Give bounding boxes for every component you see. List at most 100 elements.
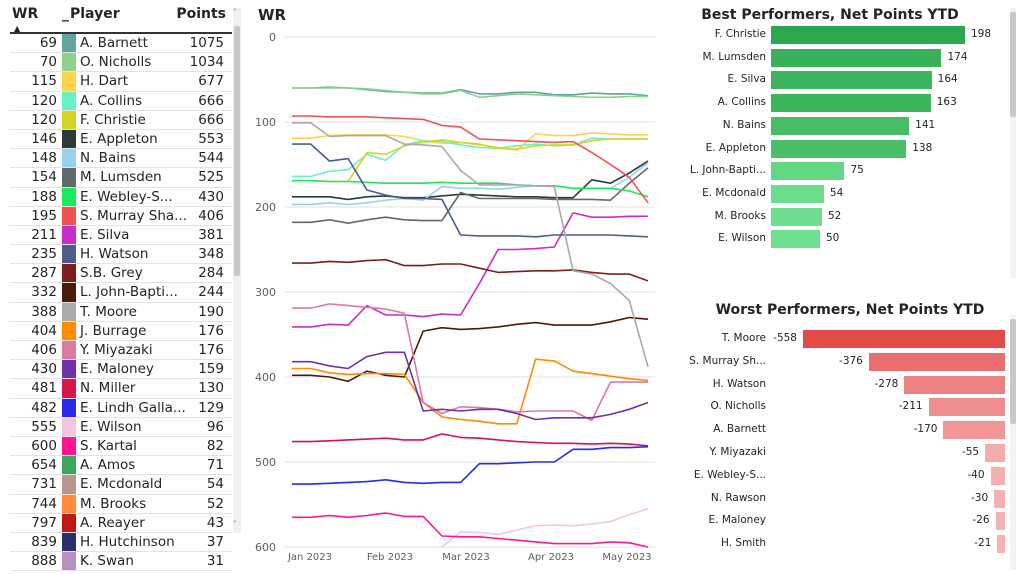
bar[interactable] (771, 162, 845, 181)
table-row[interactable]: 148 N. Bains 544 (10, 149, 232, 169)
bar[interactable] (771, 48, 942, 67)
bar[interactable] (995, 512, 1005, 531)
bar[interactable] (943, 421, 1005, 440)
bar[interactable] (771, 116, 910, 135)
series-line-t-moore[interactable] (292, 122, 649, 368)
bar-value-label: -55 (961, 446, 980, 458)
table-row[interactable]: 481 N. Miller 130 (10, 379, 232, 399)
bar[interactable] (771, 207, 822, 226)
series-line-a-collins[interactable] (292, 137, 648, 178)
color-swatch (62, 187, 76, 206)
scroll-down-icon[interactable]: ˅ (233, 520, 237, 529)
table-row[interactable]: 600 S. Kartal 82 (10, 436, 232, 457)
table-row[interactable]: 406 Y. Miyazaki 176 (10, 341, 232, 361)
table-header: WR ▲ _ Player Points (10, 4, 232, 34)
series-line-j-burrage[interactable] (292, 358, 649, 425)
bar[interactable] (928, 398, 1005, 417)
y-tick-label: 300 (255, 286, 276, 299)
series-line-f-christie[interactable] (292, 138, 648, 183)
color-swatch (62, 283, 76, 302)
table-row[interactable]: 195 S. Murray Sha... 406 (10, 206, 232, 226)
table-row[interactable]: 404 J. Burrage 176 (10, 321, 232, 341)
table-row[interactable]: 70 O. Nicholls 1034 (10, 53, 232, 73)
table-scrollbar[interactable]: ˄ ˅ (233, 8, 241, 533)
cell-points: 176 (198, 342, 224, 358)
series-line-l-john-bapti[interactable] (292, 316, 649, 383)
player-table: WR ▲ _ Player Points 69 A. Barnett 1075 70 O… (0, 0, 245, 574)
series-line-e-maloney[interactable] (292, 351, 649, 421)
cell-wr: 148 (31, 150, 57, 167)
cell-wr: 600 (31, 437, 57, 454)
bar[interactable] (771, 139, 907, 158)
table-row[interactable]: 154 M. Lumsden 525 (10, 168, 232, 188)
series-line-s-kartal[interactable] (292, 512, 649, 548)
table-scrollbar-thumb[interactable] (234, 26, 240, 276)
table-row[interactable]: 120 F. Christie 666 (10, 110, 232, 130)
column-header-points[interactable]: Points (176, 6, 226, 22)
table-row[interactable]: 654 A. Amos 71 (10, 456, 232, 476)
column-header-player[interactable]: Player (70, 6, 120, 22)
table-row[interactable]: 555 E. Wilson 96 (10, 417, 232, 437)
worst-scrollbar[interactable] (1010, 315, 1016, 570)
cell-wr: 120 (31, 111, 57, 128)
cell-points: 190 (198, 303, 224, 320)
table-row[interactable]: 797 A. Reayer 43 (10, 513, 232, 533)
table-row[interactable]: 888 K. Swan 31 (10, 552, 232, 572)
series-line-y-miyazaki[interactable] (292, 303, 648, 422)
color-swatch (62, 360, 76, 379)
series-line-o-nicholls[interactable] (292, 87, 648, 99)
bar[interactable] (997, 535, 1005, 554)
series-line-e-silva[interactable] (292, 212, 648, 328)
cell-player: M. Brooks (80, 495, 147, 512)
bar[interactable] (990, 466, 1005, 485)
series-line-n-miller[interactable] (292, 433, 649, 447)
table-row[interactable]: 482 E. Lindh Galla... 129 (10, 398, 232, 418)
bar[interactable] (771, 230, 820, 249)
color-swatch (62, 245, 76, 264)
table-row[interactable]: 287 S.B. Grey 284 (10, 264, 232, 284)
table-row[interactable]: 188 E. Webley-S... 430 (10, 187, 232, 207)
series-line-e-appleton[interactable] (292, 160, 649, 201)
bar-category-label: A. Collins (717, 96, 766, 109)
best-performers-chart: Best Performers, Net Points YTD F. Chris… (680, 0, 1024, 290)
y-tick-label: 400 (255, 371, 276, 384)
table-row[interactable]: 744 M. Brooks 52 (10, 494, 232, 514)
bar[interactable] (771, 71, 932, 90)
bar[interactable] (803, 330, 1005, 348)
series-line-s-b-grey[interactable] (292, 258, 649, 282)
table-row[interactable]: 115 H. Dart 677 (10, 72, 232, 92)
best-scrollbar-thumb[interactable] (1010, 12, 1016, 117)
series-line-e-wilson[interactable] (441, 508, 649, 548)
bar[interactable] (771, 184, 824, 203)
table-row[interactable]: 211 E. Silva 381 (10, 225, 232, 246)
bar-value-label: 174 (947, 50, 968, 63)
table-row[interactable]: 332 L. John-Bapti... 244 (10, 283, 232, 303)
bar[interactable] (985, 444, 1005, 462)
bar[interactable] (868, 352, 1005, 371)
series-line-s-murray-sha[interactable] (292, 115, 649, 204)
bar-category-label: L. John-Bapti... (689, 164, 766, 177)
bar[interactable] (771, 26, 965, 44)
best-scrollbar[interactable] (1010, 8, 1016, 278)
table-row[interactable]: 388 T. Moore 190 (10, 302, 232, 322)
bar[interactable] (994, 489, 1005, 508)
table-row[interactable]: 430 E. Maloney 159 (10, 360, 232, 380)
table-row[interactable]: 731 E. Mcdonald 54 (10, 475, 232, 495)
series-line-e-lindh-galla[interactable] (292, 445, 649, 485)
x-tick-label: Mar 2023 (442, 552, 490, 563)
bar[interactable] (904, 375, 1005, 394)
table-row[interactable]: 69 A. Barnett 1075 (10, 34, 232, 54)
bar-category-label: Y. Miyazaki (709, 446, 766, 458)
bar[interactable] (771, 94, 931, 113)
table-row[interactable]: 120 A. Collins 666 (10, 91, 232, 111)
column-header-wr[interactable]: WR (12, 6, 39, 22)
series-line-e-webley-s[interactable] (292, 179, 649, 198)
series-line-h-watson[interactable] (292, 143, 649, 238)
table-row[interactable]: 839 H. Hutchinson 37 (10, 532, 232, 553)
worst-scrollbar-thumb[interactable] (1010, 319, 1016, 424)
table-row[interactable]: 235 H. Watson 348 (10, 245, 232, 265)
table-row[interactable]: 146 E. Appleton 553 (10, 129, 232, 150)
scroll-up-icon[interactable]: ˄ (233, 8, 237, 17)
column-header-swatch[interactable]: _ (62, 6, 69, 22)
series-line-m-lumsden[interactable] (292, 167, 649, 224)
